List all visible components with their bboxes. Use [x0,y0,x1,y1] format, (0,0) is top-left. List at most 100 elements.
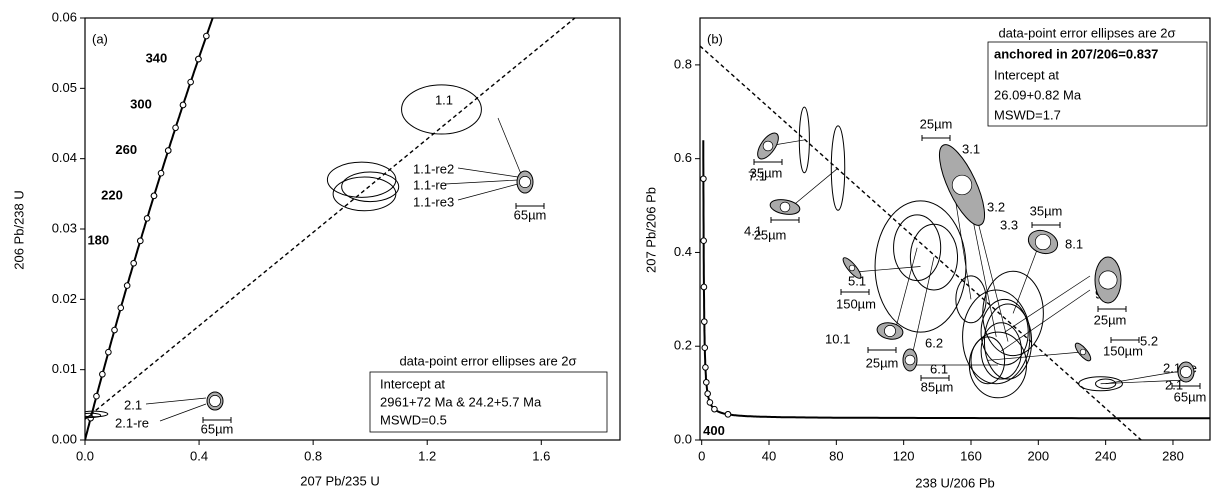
error-ellipse [910,224,957,290]
scale-bar-label: 25µm [754,227,787,242]
scale-bar [841,289,869,295]
scale-bar-label: 150µm [1103,343,1143,358]
ellipse-label: 3.1 [962,141,980,156]
leader-line [160,404,206,421]
concordia-marker [702,345,708,351]
concordia-marker [204,33,210,39]
leader-line [498,118,521,174]
x-tick-label: 160 [960,448,982,463]
concordia-marker [106,349,112,355]
ellipse-label: 1.1 [435,92,453,107]
concordia-marker [701,176,707,182]
ellipse-label: 1.1-re [413,177,447,192]
x-tick-label: 0.8 [304,448,322,463]
x-tick-label: 120 [893,448,915,463]
y-tick-label: 0.02 [52,291,77,306]
leader-line [445,180,518,184]
y-tick-label: 0.04 [52,150,77,165]
concordia-marker [100,371,106,377]
panel-label: (b) [707,31,723,46]
scale-bar-label: 35µm [750,165,783,180]
age-label: 260 [115,142,137,157]
result-text: Intercept at [380,376,445,391]
analysis-spot [780,202,790,212]
scale-bar-label: 35µm [1030,203,1063,218]
note: data-point error ellipses are 2σ [998,25,1175,40]
leader-line [790,168,838,208]
concordia-marker [112,327,118,333]
ellipse-label: 3.3 [1000,217,1018,232]
x-tick-label: 0 [698,448,705,463]
ellipse-label: 10.1 [825,331,850,346]
scale-bar-label: 25µm [920,116,953,131]
ellipse-label: 3.2 [987,199,1005,214]
x-tick-label: 280 [1162,448,1184,463]
result-text: 26.09+0.82 Ma [994,87,1082,102]
age-marker [138,238,144,244]
x-tick-label: 80 [829,448,843,463]
y-tick-label: 0.8 [674,56,692,71]
scale-bar-label: 65µm [1174,389,1207,404]
concordia-marker [118,305,124,311]
y-tick-label: 0.4 [674,244,692,259]
scale-bar [754,159,782,165]
age-label: 340 [146,51,168,66]
concordia-marker [158,170,164,176]
leader-line [1013,242,1040,313]
y-axis-label: 207 Pb/206 Pb [643,187,658,273]
age-label: 180 [87,232,109,247]
x-tick-label: 0.4 [190,448,208,463]
scale-bar [1032,222,1060,228]
age-marker [165,148,171,154]
concordia-marker [703,365,709,371]
concordia-curve [85,0,231,440]
x-tick-label: 1.2 [418,448,436,463]
y-tick-label: 0.03 [52,220,77,235]
y-tick-label: 0.06 [52,9,77,24]
analysis-spot [209,395,220,406]
result-text: 2961+72 Ma & 24.2+5.7 Ma [380,394,542,409]
analysis-spot [763,141,773,151]
ellipse-label: 8.1 [1065,236,1083,251]
ellipse-label: 1.1-re2 [413,161,454,176]
result-text: Intercept at [994,67,1059,82]
ellipse-label: 2.1 [124,397,142,412]
concordia-marker [701,284,707,290]
page: 0.00.40.81.21.60.000.010.020.030.040.050… [0,0,1213,494]
concordia-marker [124,283,130,289]
ellipse-label: 6.2 [925,335,943,350]
concordia-marker [705,391,711,397]
ellipse-label: 2.1-re [115,415,149,430]
scale-bar-label: 150µm [836,296,876,311]
age-marker [180,102,186,108]
ellipse-label: 6.1 [930,361,948,376]
scale-bar-label: 65µm [201,421,234,436]
panel-label: (a) [92,31,108,46]
result-text: MSWD=1.7 [994,107,1061,122]
analysis-spot [1099,271,1117,289]
age-label: 300 [130,96,152,111]
age-label: 220 [101,187,123,202]
scale-bar [771,217,799,223]
x-tick-label: 1.6 [532,448,550,463]
scale-bar-label: 85µm [921,379,954,394]
scale-bar [1111,337,1139,343]
figure: 0.00.40.81.21.60.000.010.020.030.040.050… [0,0,1213,494]
leader-line [458,184,518,200]
analysis-spot [1180,366,1191,377]
analysis-spot [1035,234,1050,249]
analysis-spot [905,355,915,365]
analysis-spot [519,176,530,187]
x-axis-label: 238 U/206 Pb [915,475,995,490]
leader-line [895,248,917,331]
x-tick-label: 40 [762,448,776,463]
result-text: anchored in 207/206=0.837 [994,46,1158,61]
y-tick-label: 0.0 [674,431,692,446]
y-axis-label: 206 Pb/238 U [11,190,26,270]
concordia-marker [701,238,707,244]
analysis-spot [1080,349,1086,355]
analysis-spot [849,265,855,271]
concordia-marker [94,393,100,399]
x-axis-label: 207 Pb/235 U [300,473,380,488]
concordia-marker [144,216,150,222]
